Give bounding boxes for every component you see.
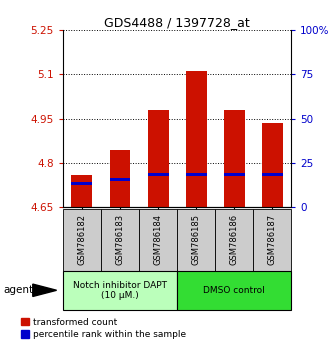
Bar [262,123,283,207]
Text: GSM786182: GSM786182 [77,214,86,266]
Title: GDS4488 / 1397728_at: GDS4488 / 1397728_at [104,16,250,29]
Text: agent: agent [3,285,33,295]
Text: GSM786187: GSM786187 [268,214,277,266]
Bar [177,271,291,310]
Text: GSM786186: GSM786186 [230,214,239,266]
Text: GSM786184: GSM786184 [154,214,163,266]
Legend: transformed count, percentile rank within the sample: transformed count, percentile rank withi… [21,318,186,339]
Bar [148,110,168,207]
Bar [139,209,177,271]
Bar [63,271,177,310]
Bar [101,209,139,271]
Bar [110,178,130,181]
Text: DMSO control: DMSO control [203,286,265,295]
Bar [71,175,92,207]
Text: GSM786183: GSM786183 [116,214,124,266]
Text: GSM786185: GSM786185 [192,214,201,266]
Bar [71,182,92,185]
Bar [224,110,245,207]
Bar [148,173,168,176]
Bar [215,209,253,271]
Bar [63,209,101,271]
Bar [186,72,207,207]
Bar [224,173,245,176]
Polygon shape [33,284,57,297]
Bar [177,209,215,271]
Bar [186,173,207,176]
Text: Notch inhibitor DAPT
(10 μM.): Notch inhibitor DAPT (10 μM.) [73,281,167,300]
Bar [253,209,291,271]
Bar [110,150,130,207]
Bar [262,173,283,176]
